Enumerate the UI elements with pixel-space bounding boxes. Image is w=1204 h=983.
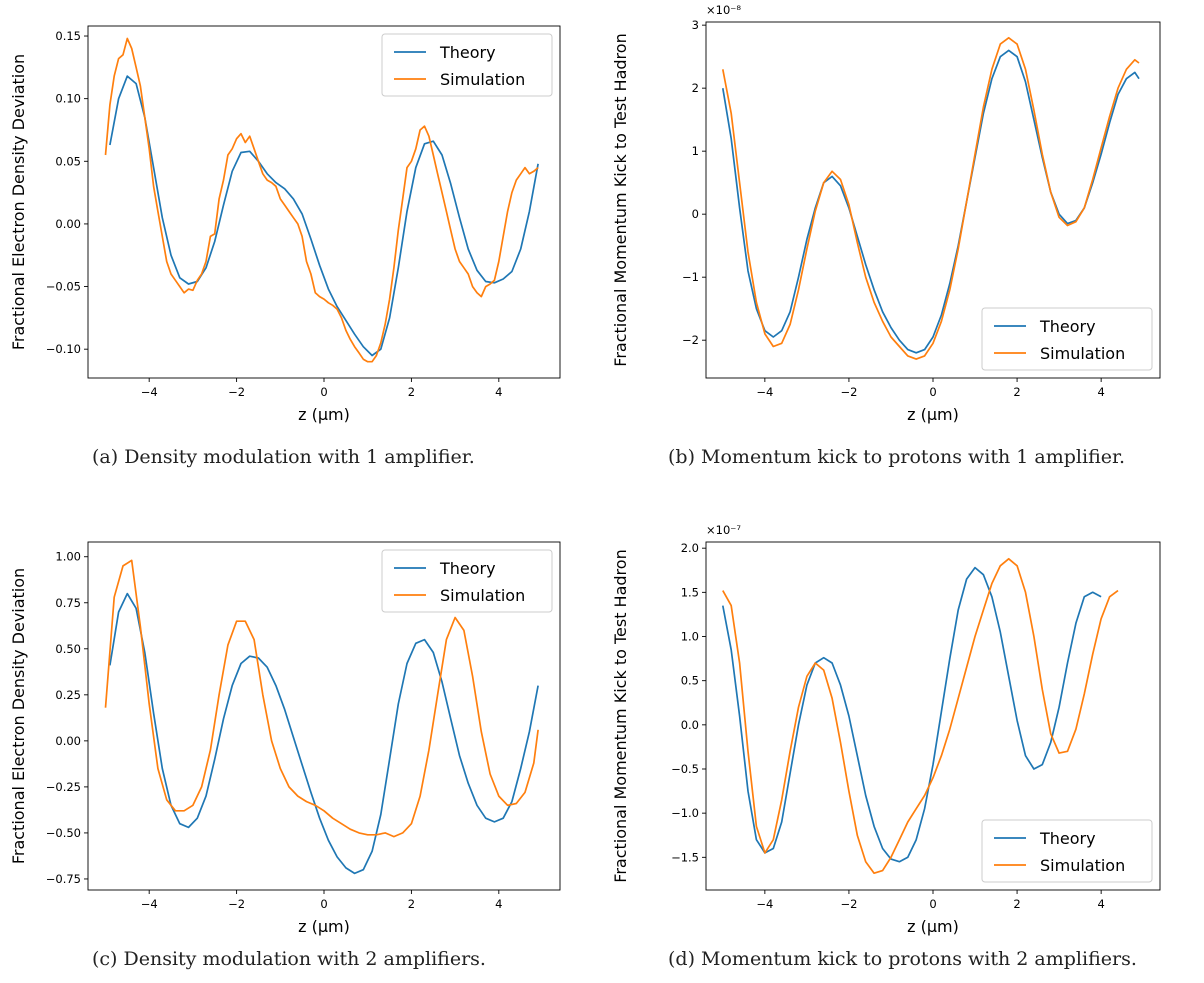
y-tick-label: −1.5: [671, 850, 699, 864]
panel-a: −4 −2 0 2 4 −0.10 −0.05 0.00 0.05 0.10 0.15 z (μm) F…: [0, 0, 600, 470]
legend-box: [381, 33, 553, 97]
legend-box: [981, 819, 1153, 883]
panel-b: −4 −2 0 2 4 −2 −1 0 1 2 3 ×10⁻⁸ z (μm) Fractional Mom…: [602, 0, 1204, 470]
legend-box: [381, 549, 553, 613]
y-tick-label: 0.0: [681, 718, 699, 732]
legend-label-simulation: Simulation: [1040, 856, 1125, 875]
x-axis-label: z (μm): [298, 917, 350, 936]
y-tick-label: −2: [682, 333, 699, 347]
x-axis-label: z (μm): [907, 917, 959, 936]
x-tick-label: 4: [1097, 385, 1104, 399]
y-tick-label: −1.0: [671, 806, 699, 820]
y-tick-label: −0.75: [46, 872, 81, 886]
y-tick-label: −0.10: [46, 342, 81, 356]
x-tick-label: 4: [495, 897, 502, 911]
chart-a: −4 −2 0 2 4 −0.10 −0.05 0.00 0.05 0.10 0.15 z (μm) F…: [9, 25, 561, 424]
y-axis-label: Fractional Electron Density Deviation: [9, 54, 28, 350]
series-line-simulation: [721, 36, 1140, 360]
y-axis-label: Fractional Momentum Kick to Test Hadron: [611, 33, 630, 366]
legend-box: [981, 307, 1153, 371]
x-axis-label: z (μm): [298, 405, 350, 424]
series-line-theory: [721, 566, 1102, 863]
y-axis-label: Fractional Electron Density Deviation: [9, 568, 28, 864]
series-line-theory: [109, 592, 539, 875]
panel-c: −4 −2 0 2 4 −0.75 −0.50 −0.25 0.00 0.25 0.50 0.75 1.…: [0, 520, 600, 983]
x-tick-label: 2: [1013, 385, 1020, 399]
y-tick-label: −0.25: [46, 780, 81, 794]
legend-label-simulation: Simulation: [440, 586, 525, 605]
x-tick-label: 2: [408, 897, 415, 911]
series-line-simulation: [722, 557, 1119, 875]
y-axis-label: Fractional Momentum Kick to Test Hadron: [611, 549, 630, 882]
legend-label-theory: Theory: [1039, 317, 1096, 336]
y-tick-label: 1.00: [55, 550, 81, 564]
x-tick-label: 4: [495, 385, 502, 399]
y-tick-label: −0.50: [46, 826, 81, 840]
y-tick-label: 0.75: [55, 596, 81, 610]
chart-c: −4 −2 0 2 4 −0.75 −0.50 −0.25 0.00 0.25 0.50 0.75 1.…: [9, 541, 561, 936]
caption-b: (b) Momentum kick to protons with 1 ampl…: [668, 446, 1126, 468]
series-line-simulation: [104, 37, 539, 363]
y-tick-label: 1.5: [681, 585, 699, 599]
chart-b: −4 −2 0 2 4 −2 −1 0 1 2 3 ×10⁻⁸ z (μm) Fractional Mom…: [611, 3, 1161, 424]
legend-label-simulation: Simulation: [440, 70, 525, 89]
y-tick-label: 2.0: [681, 541, 699, 555]
chart-d: −4 −2 0 2 4 −1.5 −1.0 −0.5 0.0 0.5 1.0 1.5 2.0 ×10⁻⁷ z…: [611, 523, 1161, 936]
caption-c: (c) Density modulation with 2 amplifiers…: [92, 948, 486, 970]
x-tick-label: 0: [320, 385, 327, 399]
x-tick-label: −4: [756, 385, 773, 399]
y-tick-label: 3: [692, 18, 699, 32]
y-tick-label: 1: [692, 144, 699, 158]
x-tick-label: −4: [141, 385, 158, 399]
legend-label-theory: Theory: [439, 559, 496, 578]
y-tick-label: 0.50: [55, 642, 81, 656]
x-tick-label: −2: [228, 897, 245, 911]
panel-d: −4 −2 0 2 4 −1.5 −1.0 −0.5 0.0 0.5 1.0 1.5 2.0 ×10⁻⁷ z…: [602, 520, 1204, 983]
x-tick-label: 4: [1097, 897, 1104, 911]
y-tick-label: −0.5: [671, 762, 699, 776]
x-tick-label: 0: [320, 897, 327, 911]
y-tick-label: 0.10: [55, 92, 81, 106]
y-tick-label: 0.05: [55, 154, 81, 168]
x-axis-label: z (μm): [907, 405, 959, 424]
legend-label-simulation: Simulation: [1040, 344, 1125, 363]
x-tick-label: −2: [840, 385, 857, 399]
series-line-theory: [109, 75, 539, 357]
caption-d: (d) Momentum kick to protons with 2 ampl…: [668, 948, 1137, 970]
legend-label-theory: Theory: [439, 43, 496, 62]
x-tick-label: 2: [1013, 897, 1020, 911]
y-tick-label: 0: [692, 207, 699, 221]
x-tick-label: 0: [929, 385, 936, 399]
y-tick-label: 0.00: [55, 734, 81, 748]
y-exponent-label: ×10⁻⁷: [706, 523, 741, 537]
x-tick-label: −2: [228, 385, 245, 399]
y-tick-label: 2: [692, 81, 699, 95]
y-tick-label: −0.05: [46, 280, 81, 294]
y-tick-label: 0.25: [55, 688, 81, 702]
y-tick-label: 0.15: [55, 29, 81, 43]
y-tick-label: 0.00: [55, 217, 81, 231]
y-tick-label: 0.5: [681, 674, 699, 688]
x-tick-label: −4: [141, 897, 158, 911]
caption-a: (a) Density modulation with 1 amplifier.: [92, 446, 475, 468]
series-line-simulation: [104, 559, 539, 838]
x-tick-label: −4: [756, 897, 773, 911]
y-tick-label: 1.0: [681, 630, 699, 644]
x-tick-label: −2: [840, 897, 857, 911]
series-line-theory: [721, 49, 1140, 354]
x-tick-label: 0: [929, 897, 936, 911]
x-tick-label: 2: [408, 385, 415, 399]
y-tick-label: −1: [682, 270, 699, 284]
y-exponent-label: ×10⁻⁸: [706, 3, 741, 17]
legend-label-theory: Theory: [1039, 829, 1096, 848]
